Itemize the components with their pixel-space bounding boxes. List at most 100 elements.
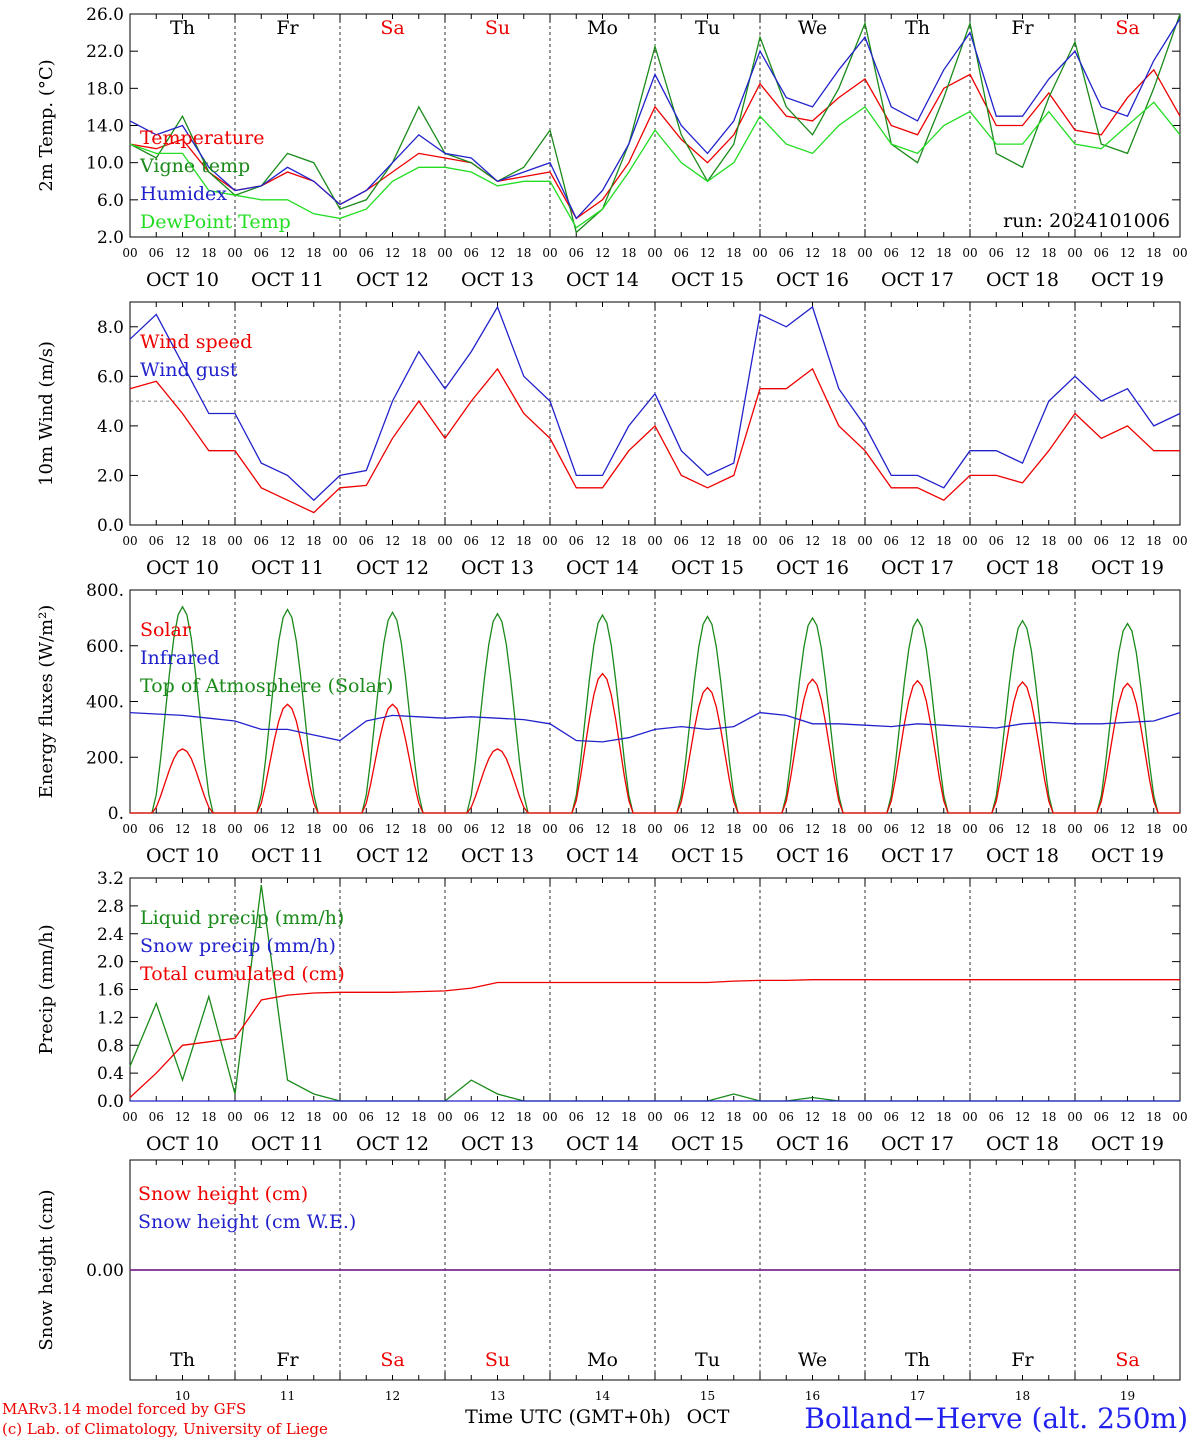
y-tick-label: 2.4 bbox=[97, 925, 124, 945]
hour-tick-label: 00 bbox=[1172, 822, 1187, 836]
lab-credit: (c) Lab. of Climatology, University of L… bbox=[2, 1420, 328, 1438]
hour-tick-label: 18 bbox=[936, 534, 951, 548]
hour-tick-label: 06 bbox=[464, 534, 479, 548]
y-tick-label: 2.8 bbox=[97, 897, 124, 917]
hour-tick-label: 00 bbox=[122, 534, 137, 548]
y-tick-label: 26.0 bbox=[86, 5, 124, 25]
hour-tick-label: 00 bbox=[1067, 1110, 1082, 1124]
hour-tick-label: 12 bbox=[280, 534, 295, 548]
weekday-label: Th bbox=[170, 1349, 195, 1371]
y-tick-label: 10.0 bbox=[86, 154, 124, 174]
hour-tick-label: 12 bbox=[805, 822, 820, 836]
date-label: OCT 19 bbox=[1091, 269, 1164, 291]
hour-tick-label: 12 bbox=[910, 534, 925, 548]
hour-tick-label: 18 bbox=[411, 1110, 426, 1124]
hour-tick-label: 00 bbox=[227, 246, 242, 260]
hour-tick-label: 06 bbox=[779, 534, 794, 548]
weekday-label: Tu bbox=[695, 17, 720, 39]
hour-tick-label: 12 bbox=[1120, 534, 1135, 548]
legend-entry: Humidex bbox=[140, 183, 227, 205]
y-tick-label: 1.2 bbox=[97, 1008, 124, 1028]
hour-tick-label: 18 bbox=[306, 534, 321, 548]
hour-tick-label: 12 bbox=[595, 822, 610, 836]
hour-tick-label: 18 bbox=[831, 1110, 846, 1124]
date-label: OCT 16 bbox=[776, 1133, 849, 1155]
model-credit: MARv3.14 model forced by GFS bbox=[2, 1400, 246, 1418]
weekday-label: Sa bbox=[1115, 17, 1139, 39]
y-tick-label: 0.00 bbox=[86, 1261, 124, 1281]
hour-tick-label: 12 bbox=[175, 1110, 190, 1124]
hour-tick-label: 12 bbox=[385, 1110, 400, 1124]
hour-tick-label: 00 bbox=[1067, 822, 1082, 836]
hour-tick-label: 18 bbox=[726, 1110, 741, 1124]
station-label: Bolland−Herve (alt. 250m) bbox=[804, 1402, 1188, 1435]
date-label: OCT 10 bbox=[146, 557, 219, 579]
hour-tick-label: 00 bbox=[437, 534, 452, 548]
hour-tick-label: 12 bbox=[1120, 1110, 1135, 1124]
hour-tick-label: 00 bbox=[857, 822, 872, 836]
weekday-label: Sa bbox=[1115, 1349, 1139, 1371]
date-label: OCT 14 bbox=[566, 269, 639, 291]
hour-tick-label: 18 bbox=[726, 534, 741, 548]
date-label: OCT 11 bbox=[251, 845, 324, 867]
hour-tick-label: 06 bbox=[884, 822, 899, 836]
y-tick-label: 3.2 bbox=[97, 869, 124, 889]
y-axis-label: Snow height (cm) bbox=[36, 1189, 57, 1350]
hour-tick-label: 06 bbox=[989, 822, 1004, 836]
date-label: OCT 19 bbox=[1091, 845, 1164, 867]
hour-tick-label: 12 bbox=[280, 1110, 295, 1124]
hour-tick-label: 06 bbox=[989, 534, 1004, 548]
hour-tick-label: 06 bbox=[569, 246, 584, 260]
hour-tick-label: 06 bbox=[464, 822, 479, 836]
hour-tick-label: 06 bbox=[884, 534, 899, 548]
hour-tick-label: 06 bbox=[359, 1110, 374, 1124]
series-line bbox=[129, 711, 1181, 743]
hour-tick-label: 06 bbox=[884, 246, 899, 260]
y-tick-label: 6.0 bbox=[97, 191, 124, 211]
hour-tick-label: 06 bbox=[254, 822, 269, 836]
hour-tick-label: 18 bbox=[1041, 534, 1056, 548]
day-number-label: 10 bbox=[175, 1389, 190, 1403]
date-label: OCT 15 bbox=[671, 845, 744, 867]
weekday-label: Su bbox=[485, 17, 510, 39]
hour-tick-label: 18 bbox=[201, 534, 216, 548]
hour-tick-label: 06 bbox=[1094, 534, 1109, 548]
hour-tick-label: 12 bbox=[910, 1110, 925, 1124]
hour-tick-label: 06 bbox=[674, 246, 689, 260]
hour-tick-label: 18 bbox=[411, 246, 426, 260]
series-line bbox=[129, 305, 1181, 502]
y-axis-label: Energy fluxes (W/m²) bbox=[36, 605, 57, 799]
weekday-label: Tu bbox=[695, 1349, 720, 1371]
hour-tick-label: 12 bbox=[385, 246, 400, 260]
hour-tick-label: 18 bbox=[621, 1110, 636, 1124]
hour-tick-label: 06 bbox=[359, 822, 374, 836]
hour-tick-label: 12 bbox=[175, 246, 190, 260]
hour-tick-label: 12 bbox=[1015, 822, 1030, 836]
weekday-label: Th bbox=[905, 1349, 930, 1371]
panel-1: 2.0 6.0 10.0 14.0 18.0 22.0 26.0 2m Temp. (°C) T… bbox=[36, 5, 1181, 248]
date-label: OCT 17 bbox=[881, 557, 954, 579]
y-tick-label: 0.0 bbox=[97, 1092, 124, 1112]
hour-tick-label: 18 bbox=[411, 534, 426, 548]
hour-tick-label: 12 bbox=[805, 1110, 820, 1124]
date-label: OCT 12 bbox=[356, 557, 429, 579]
hour-tick-label: 12 bbox=[280, 822, 295, 836]
date-label: OCT 10 bbox=[146, 845, 219, 867]
y-tick-label: 0.8 bbox=[97, 1036, 124, 1056]
hour-tick-label: 00 bbox=[857, 534, 872, 548]
panel-4: 0.0 0.4 0.8 1.2 1.6 2.0 2.4 2.8 3.2 Precip (mm/h)… bbox=[36, 869, 1181, 1112]
legend-entry: Wind speed bbox=[140, 331, 252, 353]
y-tick-label: 14.0 bbox=[86, 117, 124, 137]
legend-entry: Snow precip (mm/h) bbox=[140, 935, 336, 957]
hour-tick-label: 00 bbox=[542, 246, 557, 260]
y-axis-label: 10m Wind (m/s) bbox=[36, 341, 57, 486]
date-label: OCT 14 bbox=[566, 845, 639, 867]
date-label: OCT 15 bbox=[671, 269, 744, 291]
hour-tick-label: 06 bbox=[779, 246, 794, 260]
date-label: OCT 11 bbox=[251, 1133, 324, 1155]
hour-tick-label: 18 bbox=[1041, 822, 1056, 836]
run-label: run: 2024101006 bbox=[1003, 210, 1170, 232]
legend-entry: Snow height (cm) bbox=[138, 1183, 308, 1205]
hour-tick-label: 00 bbox=[962, 822, 977, 836]
series-line bbox=[129, 18, 1181, 220]
